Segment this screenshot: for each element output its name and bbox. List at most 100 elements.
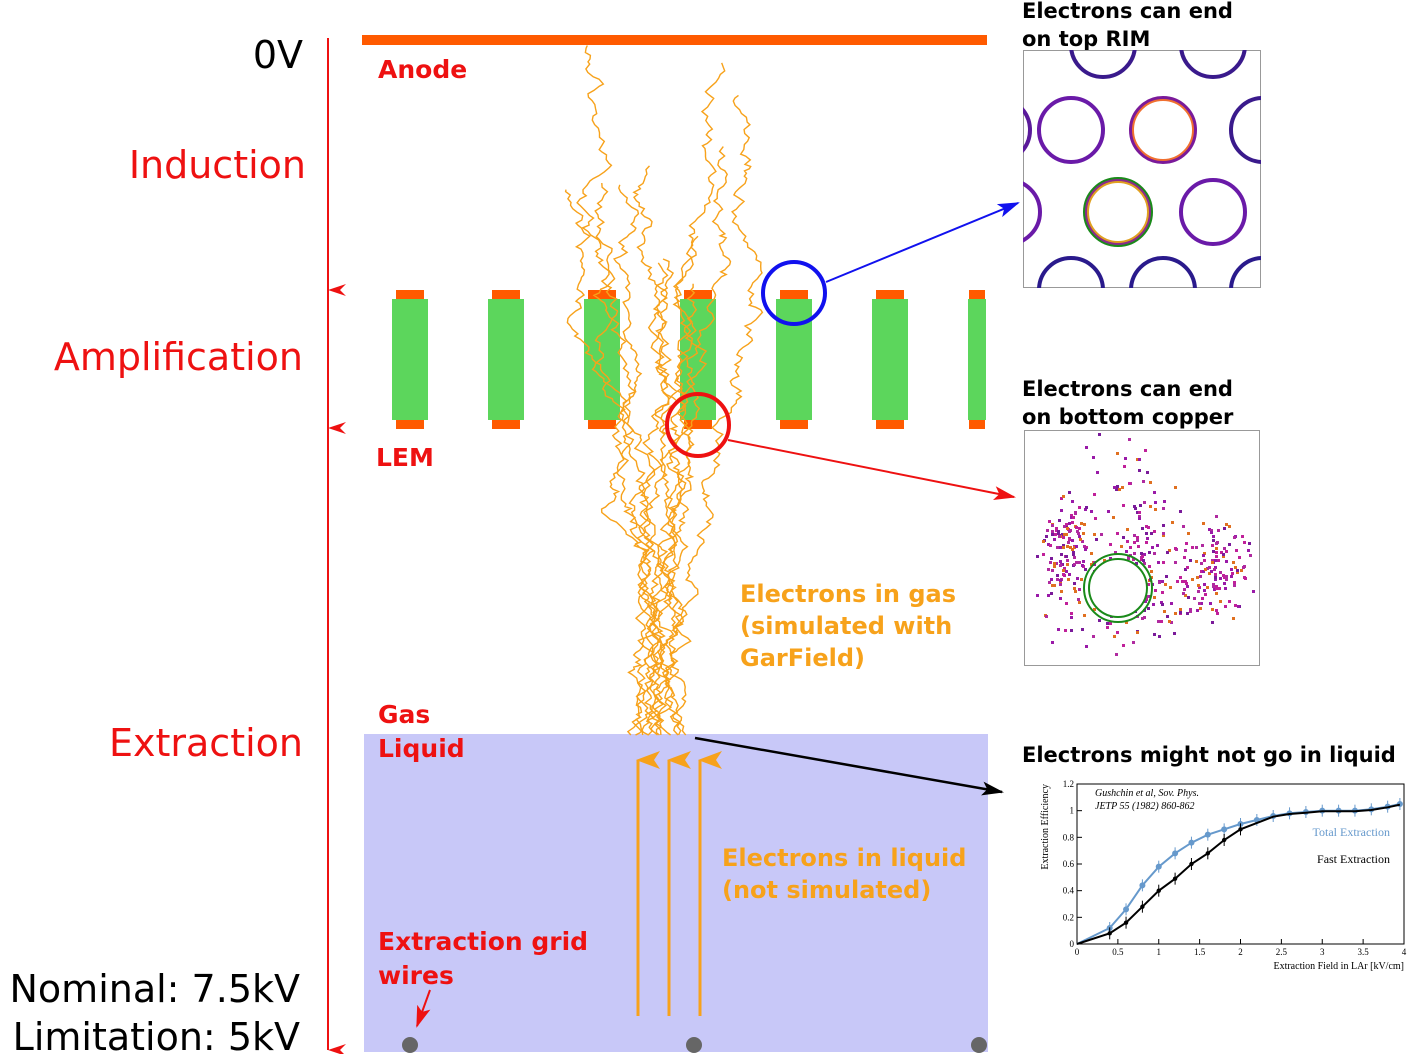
scatter-hit (1184, 580, 1187, 583)
scatter-hit (1162, 532, 1165, 535)
scatter-hit (1146, 471, 1149, 474)
electron-track (576, 45, 668, 736)
scatter-hit (1169, 586, 1172, 589)
scatter-hit (1137, 545, 1140, 548)
scatter-hit (1187, 596, 1190, 599)
scatter-hit (1098, 433, 1101, 436)
scatter-hit (1143, 501, 1146, 504)
scatter-hit (1200, 570, 1203, 573)
scatter-hit (1066, 559, 1069, 562)
scatter-hit (1217, 559, 1220, 562)
scatter-hit (1156, 544, 1159, 547)
scatter-hit (1211, 561, 1214, 564)
scatter-hit (1059, 597, 1062, 600)
data-point (1172, 850, 1179, 857)
scatter-hit (1077, 598, 1080, 601)
scatter-hit (1071, 521, 1074, 524)
scatter-hit (1085, 645, 1088, 648)
scatter-hit (1049, 561, 1052, 564)
scatter-hit (1065, 602, 1068, 605)
scatter-hit (1166, 615, 1169, 618)
extraction-grid-label-line1: Extraction grid (378, 927, 588, 956)
scatter-hit (1215, 551, 1218, 554)
y-tick-label: 1.2 (1063, 779, 1074, 789)
scatter-hit (1222, 555, 1225, 558)
electron-tracks (564, 45, 764, 736)
scatter-hit (1183, 588, 1186, 591)
scatter-hit (1059, 560, 1062, 563)
scatter-hit (1233, 584, 1236, 587)
lem-bottom-copper (492, 420, 520, 429)
electron-track (646, 283, 698, 736)
scatter-hit (1062, 546, 1065, 549)
gas-electrons-label-1: Electrons in gas (740, 580, 956, 608)
extraction-grid-wires (402, 989, 987, 1053)
liquid-electrons-label-1: Electrons in liquid (722, 844, 966, 872)
scatter-hit (1125, 621, 1128, 624)
scatter-hit (1179, 611, 1182, 614)
rim-inset-title-1: Electrons can end (1022, 0, 1233, 23)
scatter-hit (1214, 576, 1217, 579)
scatter-hit (1072, 551, 1075, 554)
data-point (1172, 876, 1178, 881)
scatter-hit (1240, 569, 1243, 572)
scatter-hit (1213, 588, 1216, 591)
scatter-hit (1179, 576, 1182, 579)
scatter-hit (1136, 536, 1139, 539)
scatter-hit (1215, 515, 1218, 518)
scatter-hit (1204, 568, 1207, 571)
scatter-hit (1069, 546, 1072, 549)
scatter-hit (1142, 559, 1145, 562)
scatter-hit (1081, 564, 1084, 567)
scatter-hit (1074, 511, 1077, 514)
scatter-hit (1211, 621, 1214, 624)
scatter-hit (1129, 546, 1132, 549)
scatter-hit (1170, 602, 1173, 605)
scatter-hit (1066, 527, 1069, 530)
scatter-hit (1081, 540, 1084, 543)
scatter-hit (1107, 510, 1110, 513)
scatter-hit (1083, 523, 1086, 526)
y-tick-label: 0.4 (1063, 886, 1075, 896)
scatter-hit (1062, 569, 1065, 572)
scatter-hit (1215, 592, 1218, 595)
scatter-hit (1072, 516, 1075, 519)
scatter-hit (1147, 607, 1150, 610)
scatter-hit (1208, 528, 1211, 531)
scatter-hit (1219, 571, 1222, 574)
scatter-hit (1139, 504, 1142, 507)
scatter-hit (1145, 525, 1148, 528)
scatter-hit (1074, 590, 1077, 593)
liquid-pointer-arrow (694, 736, 1004, 796)
scatter-hit (1068, 530, 1071, 533)
chart-citation-2: JETP 55 (1982) 860-862 (1095, 801, 1195, 812)
scatter-hit (1094, 517, 1097, 520)
scatter-hit (1051, 530, 1054, 533)
data-point (1155, 863, 1162, 870)
scatter-hit (1115, 653, 1118, 656)
scatter-hit (1143, 616, 1146, 619)
scatter-hit (1093, 533, 1096, 536)
scatter-hit (1215, 609, 1218, 612)
scatter-hit (1237, 605, 1240, 608)
scatter-hit (1232, 617, 1235, 620)
scatter-hit (1081, 628, 1084, 631)
scatter-hit (1070, 616, 1073, 619)
scatter-hit (1151, 546, 1154, 549)
scatter-hit (1059, 583, 1062, 586)
electron-track (649, 94, 764, 736)
lem-fr4-segment (872, 299, 908, 420)
lem-fr4-segment (392, 299, 428, 420)
scatter-hit (1211, 608, 1214, 611)
scatter-hit (1051, 641, 1054, 644)
scatter-hit (1057, 532, 1060, 535)
scatter-hit (1060, 497, 1063, 500)
scatter-hit (1096, 471, 1099, 474)
scatter-hit (1150, 570, 1153, 573)
scatter-hit (1141, 617, 1144, 620)
extraction-efficiency-chart: 0 0.5 1 1.5 2 2.5 3 3.5 4 0 0.2 0.4 0.6 0.8 1 1.2 Extrac… (1040, 779, 1407, 972)
scatter-hit (1068, 491, 1071, 494)
scatter-hit (1046, 529, 1049, 532)
scatter-hit (1173, 632, 1176, 635)
x-tick-label: 0.5 (1112, 947, 1124, 957)
